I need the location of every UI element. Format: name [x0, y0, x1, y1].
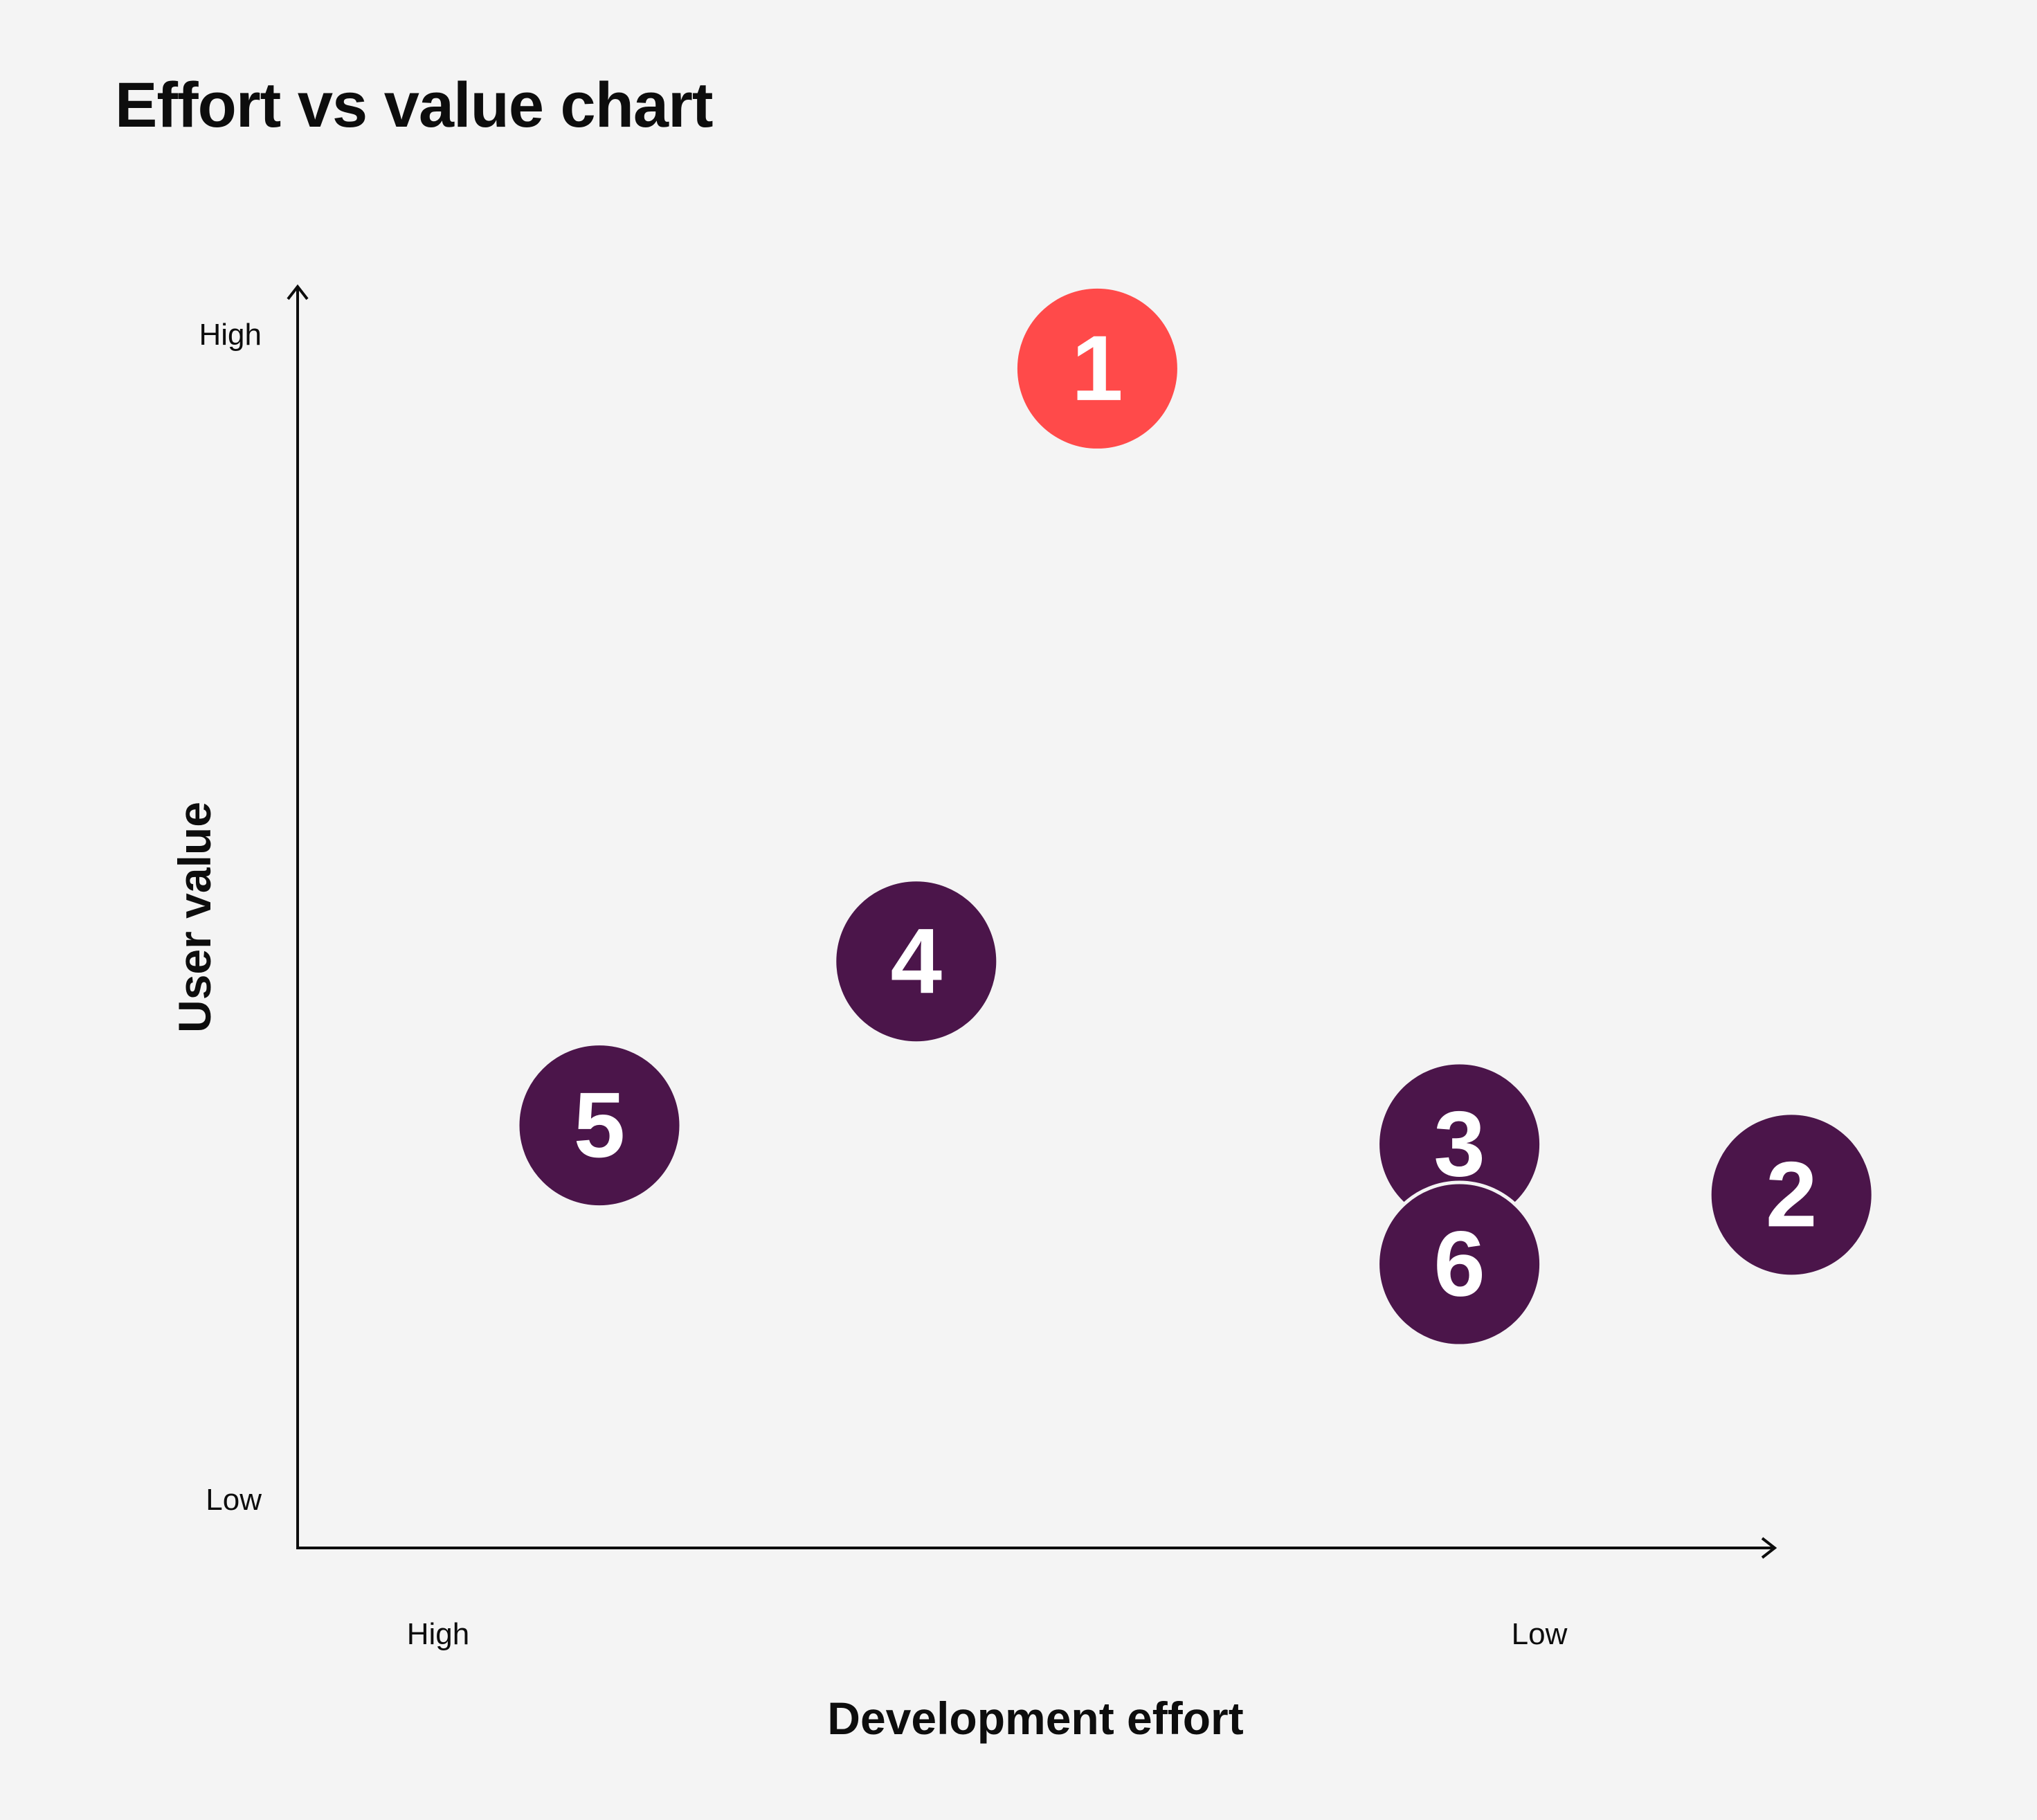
data-point-6: 6	[1376, 1180, 1543, 1348]
x-axis-title: Development effort	[827, 1693, 1243, 1744]
point-label-5: 5	[574, 1074, 626, 1177]
point-label-1: 1	[1071, 317, 1123, 420]
y-axis-title: User value	[169, 802, 220, 1033]
x-axis	[296, 1537, 1777, 1559]
y-tick-label-high: High	[199, 318, 262, 352]
point-marker-6	[1376, 1180, 1543, 1348]
data-point-2: 2	[1708, 1111, 1875, 1279]
point-label-4: 4	[891, 910, 943, 1013]
x-tick-label-low: Low	[1512, 1617, 1568, 1651]
point-marker-5	[516, 1042, 683, 1209]
chart-title: Effort vs value chart	[115, 70, 714, 141]
point-marker-4	[833, 878, 1000, 1045]
x-tick-label-high: High	[407, 1617, 470, 1651]
y-axis-arrow-icon	[287, 284, 309, 300]
point-marker-2	[1708, 1111, 1875, 1279]
data-point-4: 4	[833, 878, 1000, 1045]
point-label-3: 3	[1433, 1092, 1485, 1196]
y-tick-label-low: Low	[206, 1483, 262, 1517]
data-point-1: 1	[1013, 285, 1181, 452]
point-marker-1	[1013, 285, 1181, 452]
data-points: 1 2 4 5 3 6	[516, 285, 1875, 1348]
data-point-5: 5	[516, 1042, 683, 1209]
point-label-6: 6	[1433, 1213, 1485, 1316]
x-axis-arrow-icon	[1761, 1537, 1777, 1559]
point-label-2: 2	[1766, 1143, 1818, 1246]
y-axis	[287, 284, 309, 1548]
